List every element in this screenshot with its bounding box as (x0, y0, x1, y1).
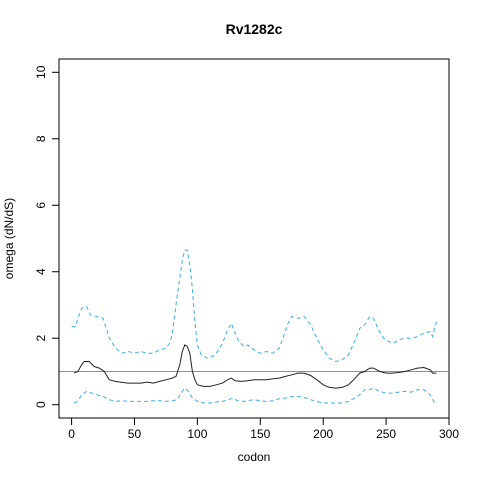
x-tick-label: 250 (376, 427, 396, 441)
x-tick-label: 300 (439, 427, 459, 441)
series-layer (71, 249, 439, 404)
y-tick-label: 0 (34, 401, 48, 408)
x-tick-label: 50 (128, 427, 142, 441)
x-tick-label: 0 (68, 427, 75, 441)
chart-title: Rv1282c (226, 21, 283, 37)
x-axis: 0 50 100 150 200 250 300 (68, 417, 459, 441)
x-tick-label: 150 (250, 427, 270, 441)
y-tick-label: 10 (34, 65, 48, 79)
plot-frame (58, 58, 450, 419)
y-axis-label: omega (dN/dS) (2, 198, 16, 279)
x-axis-label: codon (238, 450, 271, 464)
y-axis: 0 2 4 6 8 10 (34, 65, 60, 408)
series-line-lower (73, 387, 437, 404)
series-line-upper (71, 249, 439, 363)
y-tick-label: 4 (34, 268, 48, 275)
y-tick-label: 2 (34, 335, 48, 342)
x-tick-label: 100 (187, 427, 207, 441)
series-line-estimate (73, 344, 437, 389)
x-tick-label: 200 (313, 427, 333, 441)
y-tick-label: 6 (34, 202, 48, 209)
y-tick-label: 8 (34, 135, 48, 142)
